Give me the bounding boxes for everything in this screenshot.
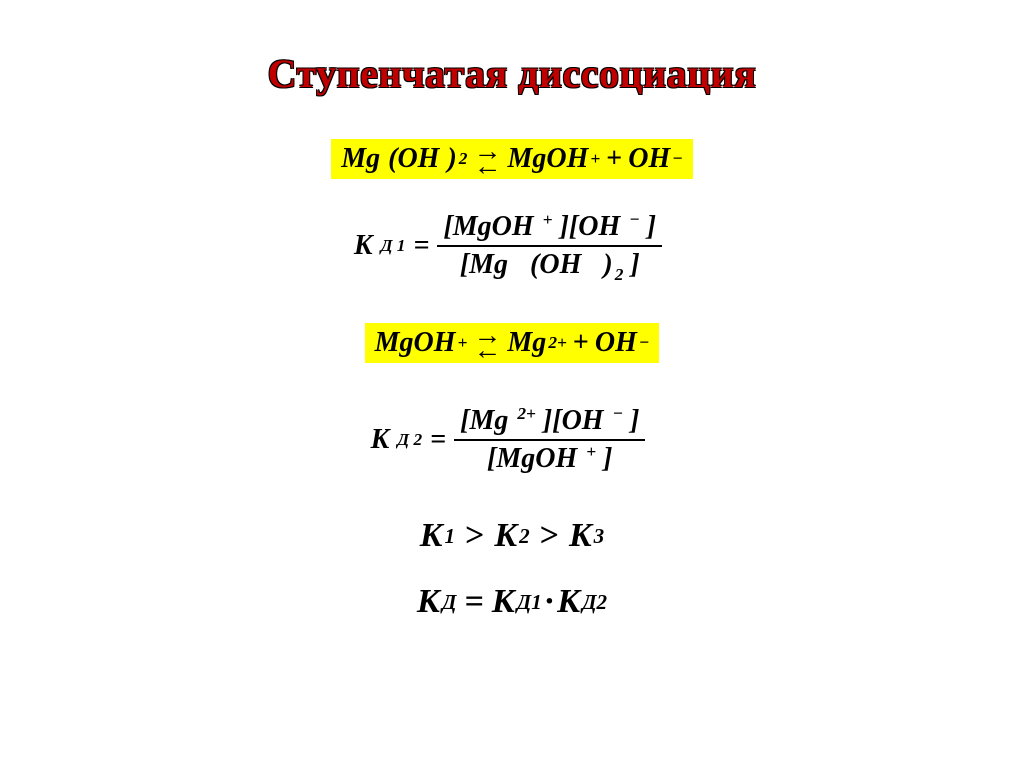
step2-hl: MgOH + → ← Mg 2+ + OH −: [365, 323, 660, 363]
oh: OH: [397, 143, 439, 175]
K-letter: K: [354, 230, 373, 262]
kd2-den: [MgOH + ]: [481, 441, 618, 477]
arrow-left: ←: [473, 343, 501, 358]
kd-product: КД = КД1 · КД2: [417, 583, 607, 621]
slide: Ступенчатая диссоциация Mg ( OH ) 2 → ← …: [0, 0, 1024, 767]
kd2-fraction: [Mg 2+ ][OH − ] [MgOH + ]: [454, 403, 645, 477]
step1-hl: Mg ( OH ) 2 → ← MgOH + + OH −: [331, 139, 693, 179]
slide-title: Ступенчатая диссоциация: [268, 50, 757, 97]
mgoh: MgOH: [507, 143, 588, 175]
oh: OH: [595, 327, 637, 359]
mg: Mg: [507, 327, 546, 359]
lpar: (: [388, 143, 397, 175]
oh: OH: [628, 143, 670, 175]
kd2-num: [Mg 2+ ][OH − ]: [454, 403, 645, 439]
step2-reaction: MgOH + → ← Mg 2+ + OH −: [365, 323, 660, 363]
kd2-expression: K Д 2 = [Mg 2+ ][OH − ] [MgOH + ]: [371, 403, 654, 477]
arrow-left: ←: [473, 159, 501, 174]
rev-arrows: → ←: [473, 144, 501, 175]
plus: +: [573, 327, 589, 359]
step1-reaction: Mg ( OH ) 2 → ← MgOH + + OH −: [331, 139, 693, 179]
k-inequality: K1 > K2 > K3: [420, 517, 604, 555]
equals: =: [413, 230, 429, 262]
K-letter: K: [371, 424, 390, 456]
plus: +: [606, 143, 622, 175]
kd1-expression: K Д 1 = [MgOH + ][OH − ] [Mg (OH )2 ]: [354, 209, 670, 283]
kd1-num: [MgOH + ][OH − ]: [437, 209, 662, 245]
equals: =: [430, 424, 446, 456]
rpar: ): [447, 143, 456, 175]
mgoh: MgOH: [375, 327, 456, 359]
kd1-den: [Mg (OH )2 ]: [454, 247, 646, 283]
kd1-fraction: [MgOH + ][OH − ] [Mg (OH )2 ]: [437, 209, 662, 283]
mg: Mg: [341, 143, 380, 175]
rev-arrows: → ←: [473, 328, 501, 359]
